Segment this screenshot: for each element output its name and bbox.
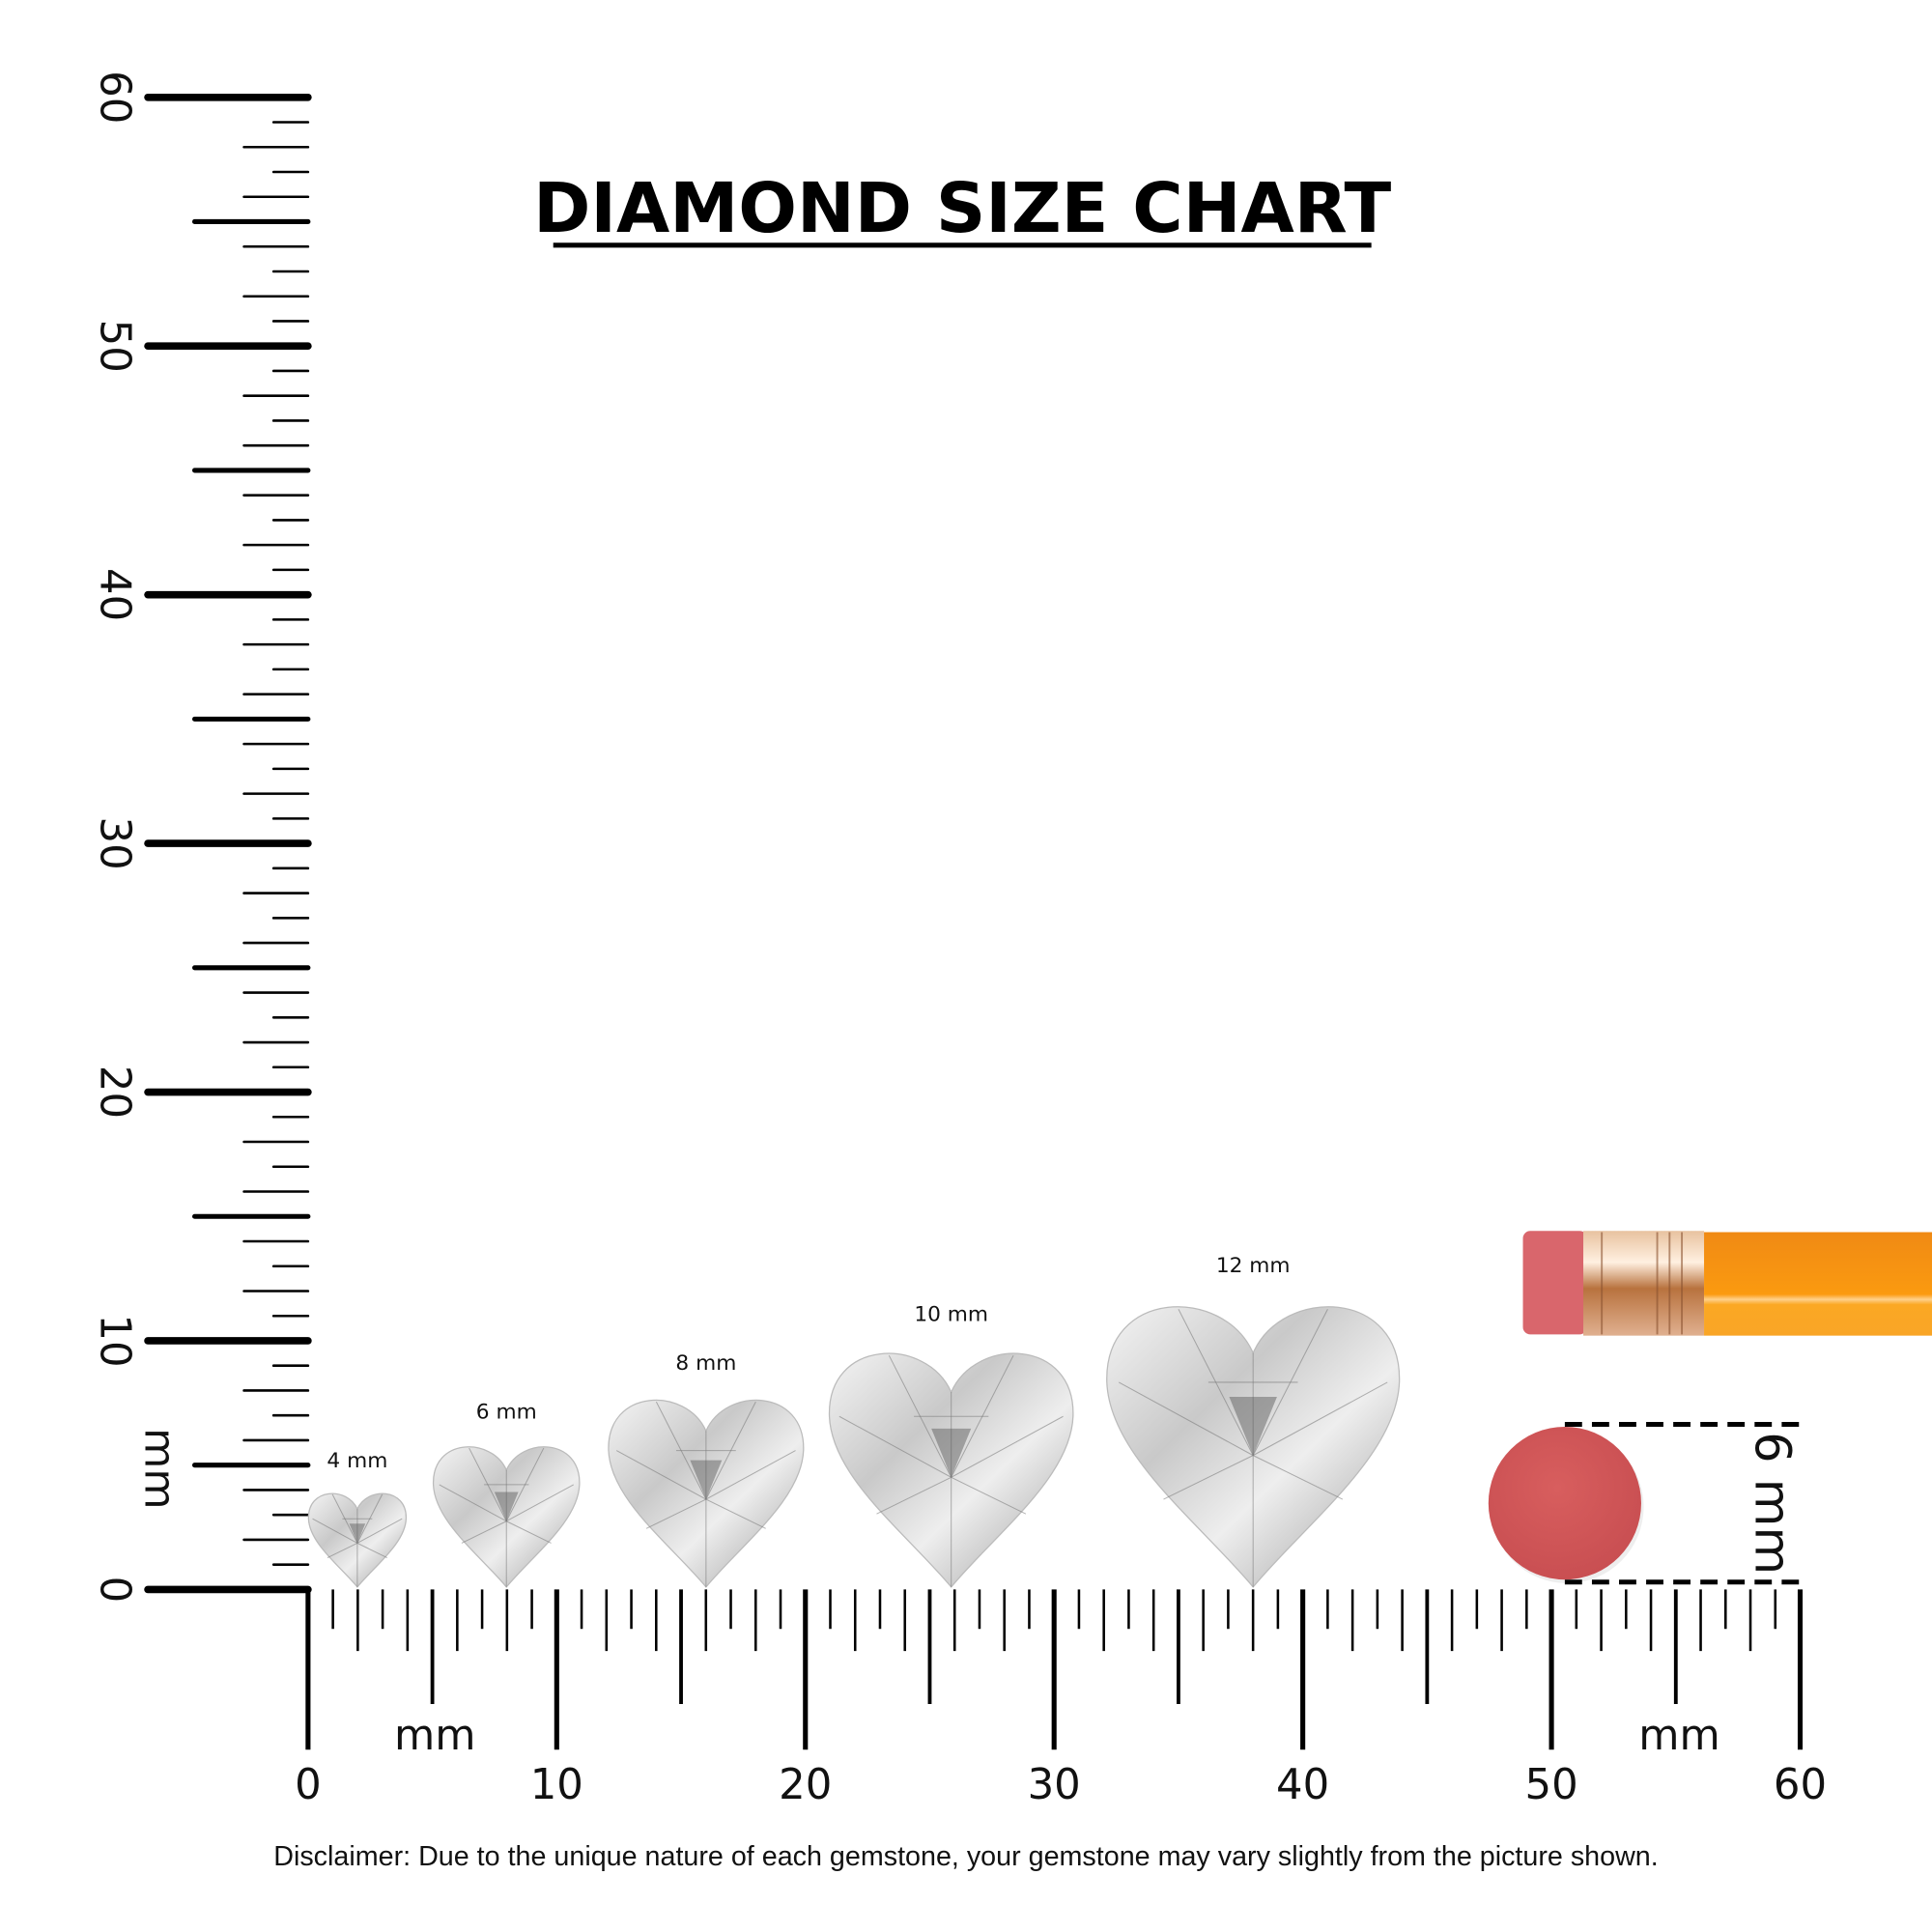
pencil-ferrule	[1583, 1231, 1705, 1336]
eraser-reference-dot	[1488, 1427, 1641, 1580]
heart-facet	[439, 1484, 507, 1522]
heart-facet	[931, 1428, 972, 1478]
heart-facet	[505, 1484, 574, 1522]
horizontal-tick-label: 30	[1028, 1761, 1081, 1809]
diamond-heart: 12 mm	[1106, 1254, 1401, 1588]
vertical-tick-label: 50	[91, 320, 139, 373]
horizontal-tick-label: 40	[1276, 1761, 1329, 1809]
diamond-size-label: 10 mm	[914, 1303, 988, 1327]
horizontal-tick-label: 60	[1774, 1761, 1827, 1809]
diamond-size-label: 6 mm	[476, 1401, 537, 1425]
vertical-tick-label: 40	[91, 568, 139, 621]
heart-facet	[349, 1523, 366, 1544]
heart-facet	[356, 1518, 403, 1544]
heart-facet	[690, 1460, 723, 1500]
horizontal-unit-label-right: mm	[1638, 1712, 1719, 1760]
heart-facet	[356, 1542, 388, 1559]
diamond-heart: 8 mm	[608, 1351, 805, 1588]
heart-facet	[645, 1498, 707, 1529]
vertical-tick-label: 30	[91, 816, 139, 869]
heart-facet	[705, 1498, 766, 1529]
title-underline	[553, 242, 1372, 248]
heart-facet	[615, 1450, 707, 1500]
heart-facet	[494, 1492, 519, 1521]
horizontal-ruler: 0 10 20 30 40 50 60	[295, 1589, 1827, 1809]
heart-facet	[461, 1520, 507, 1544]
vertical-tick-label: 0	[91, 1577, 139, 1604]
heart-facet	[1229, 1397, 1277, 1456]
heart-facet	[327, 1542, 358, 1559]
heart-facet	[312, 1518, 358, 1544]
diamond-size-label: 12 mm	[1216, 1254, 1291, 1278]
heart-facet	[1252, 1455, 1344, 1500]
heart-facet	[838, 1415, 952, 1478]
diamond-heart: 4 mm	[307, 1449, 408, 1588]
vertical-tick-label: 60	[91, 71, 139, 124]
horizontal-unit-label-left: mm	[394, 1712, 475, 1760]
diamond-heart: 10 mm	[828, 1303, 1074, 1588]
vertical-unit-label: mm	[135, 1428, 184, 1509]
vertical-tick-label: 10	[91, 1314, 139, 1367]
diamond-size-label: 4 mm	[327, 1449, 387, 1473]
heart-facet	[951, 1415, 1064, 1478]
pencil-body	[1704, 1232, 1932, 1336]
disclaimer: Disclaimer: Due to the unique nature of …	[273, 1841, 1658, 1872]
heart-facet	[506, 1520, 552, 1544]
horizontal-tick-label: 50	[1524, 1761, 1577, 1809]
horizontal-tick-label: 20	[779, 1761, 832, 1809]
vertical-ruler: 0 10 20 30 40 50 60	[91, 71, 312, 1604]
pencil	[1522, 1231, 1932, 1336]
diamond-group: 4 mm 6 mm 8 mm 10 mm 12 mm	[307, 1254, 1401, 1588]
diamond-heart: 6 mm	[432, 1401, 581, 1588]
page-title: DIAMOND SIZE CHART	[533, 168, 1391, 248]
heart-facet	[1252, 1381, 1388, 1457]
horizontal-tick-label: 10	[530, 1761, 583, 1809]
pencil-eraser	[1522, 1231, 1587, 1335]
heart-facet	[705, 1450, 796, 1500]
eraser-size-label: 6 mm	[1744, 1432, 1801, 1575]
heart-facet	[1118, 1381, 1254, 1457]
horizontal-tick-label: 0	[295, 1761, 322, 1809]
heart-facet	[876, 1476, 952, 1515]
heart-facet	[951, 1476, 1027, 1515]
diamond-size-label: 8 mm	[675, 1351, 736, 1376]
heart-facet	[1163, 1455, 1254, 1500]
vertical-tick-label: 20	[91, 1065, 139, 1119]
